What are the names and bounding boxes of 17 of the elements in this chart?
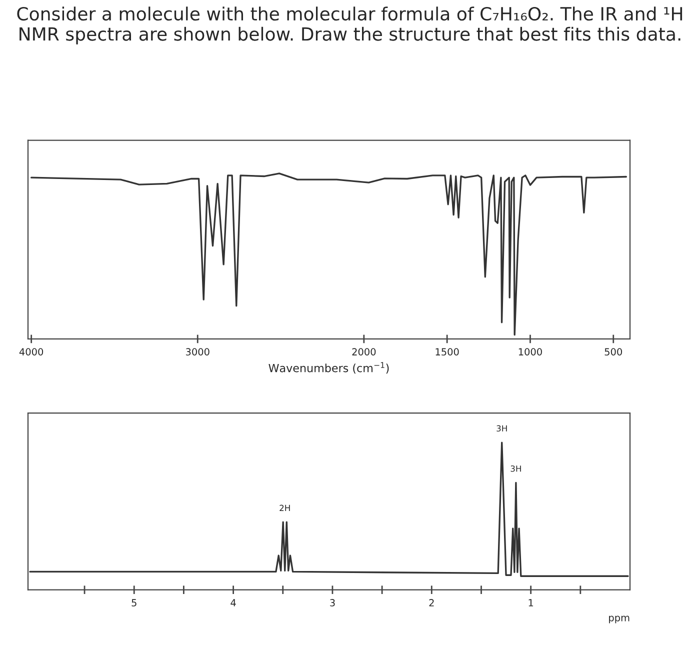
chart-title: Consider a molecule with the molecular formula of C₇H₁₆O₂. The IR and ¹H NMR spectra are shown below. Draw the structure that best fits this data.	[17, 6, 682, 44]
x-tick-label: 4000	[19, 348, 44, 356]
x-tick-label: 1500	[436, 348, 459, 356]
x-tick-label: 2000	[352, 348, 376, 356]
x-axis-title: Wavenumbers (cm$^{−1}$)	[268, 362, 389, 374]
x-tick-label: 500	[604, 348, 622, 356]
x-tick-label: 3000	[186, 348, 210, 356]
annotation: 3H	[510, 465, 521, 472]
annotation: 3H	[496, 425, 507, 432]
x-axis-title: ppm	[609, 616, 630, 624]
x-tick-label: 1	[528, 599, 534, 606]
annotation: 2H	[280, 504, 290, 511]
x-tick-label: 1000	[518, 348, 542, 356]
x-tick-label: 4	[230, 599, 236, 606]
x-tick-label: 2	[429, 599, 434, 606]
x-tick-label: 3	[330, 599, 335, 606]
x-tick-label: 5	[132, 599, 136, 606]
